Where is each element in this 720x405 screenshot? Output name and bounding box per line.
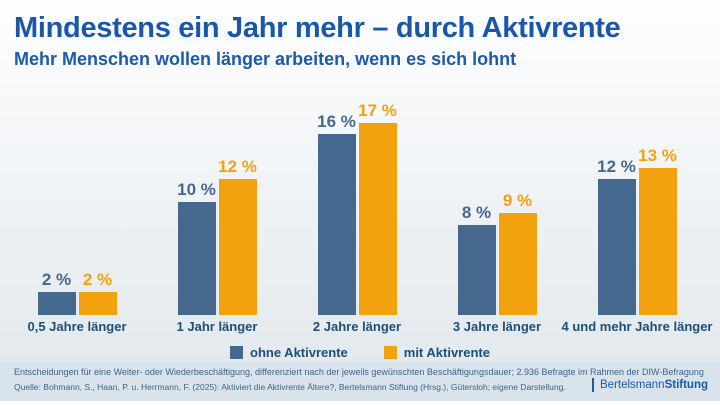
category-label: 4 und mehr Jahre länger (561, 319, 713, 334)
footnote-description: Entscheidungen für eine Weiter- oder Wie… (14, 367, 704, 377)
footer-band: Entscheidungen für eine Weiter- oder Wie… (0, 362, 720, 401)
bar-mit-aktivrente (218, 179, 257, 315)
bar-value-label: 12 % (597, 157, 636, 176)
chart-group: 10 % 12 % 1 Jahr länger (147, 95, 287, 335)
bar-value-label: 9 % (502, 191, 533, 210)
legend-label: mit Aktivrente (403, 345, 490, 360)
bar-ohne-aktivrente (317, 134, 356, 315)
legend-swatch-icon (383, 346, 397, 359)
chart-legend: ohne Aktivrente mit Aktivrente (0, 345, 720, 360)
footnote-source: Quelle: Bohmann, S., Haan, P. u. Herrman… (14, 382, 566, 392)
category-label: 3 Jahre länger (452, 319, 542, 334)
bar-ohne-aktivrente (597, 179, 636, 315)
logo-bar-icon (592, 378, 594, 392)
bar-column-mit-aktivrente: 9 % (498, 191, 537, 315)
legend-label: ohne Aktivrente (250, 345, 348, 360)
legend-swatch-icon (230, 346, 243, 359)
bar-value-label: 2 % (82, 270, 113, 289)
bar-ohne-aktivrente (37, 292, 76, 315)
category-label: 1 Jahr länger (176, 319, 258, 334)
page-subtitle: Mehr Menschen wollen länger arbeiten, we… (14, 48, 517, 69)
bar-column-mit-aktivrente: 12 % (218, 157, 257, 315)
chart-group: 16 % 17 % 2 Jahre länger (287, 95, 427, 335)
legend-item-ohne-aktivrente: ohne Aktivrente (230, 345, 348, 360)
bars-row: 8 % 9 % (427, 95, 567, 315)
bars-row: 10 % 12 % (147, 95, 287, 315)
chart-group: 12 % 13 % 4 und mehr Jahre länger (562, 95, 713, 335)
logo-text: BertelsmannStiftung (600, 379, 708, 391)
bar-mit-aktivrente (358, 123, 397, 315)
bars-row: 12 % 13 % (567, 95, 707, 315)
bar-column-mit-aktivrente: 13 % (638, 146, 677, 315)
bar-mit-aktivrente (498, 213, 537, 315)
bar-value-label: 17 % (358, 101, 397, 120)
bar-ohne-aktivrente (457, 225, 496, 315)
bar-column-ohne-aktivrente: 10 % (177, 180, 216, 315)
bar-column-mit-aktivrente: 17 % (358, 101, 397, 315)
legend-item-mit-aktivrente: mit Aktivrente (383, 345, 490, 360)
category-label: 0,5 Jahre länger (27, 319, 127, 334)
chart-group: 2 % 2 % 0,5 Jahre länger (7, 95, 147, 335)
bar-value-label: 13 % (638, 146, 677, 165)
bar-value-label: 2 % (41, 270, 72, 289)
bar-column-ohne-aktivrente: 12 % (597, 157, 636, 315)
bar-ohne-aktivrente (177, 202, 216, 315)
category-label: 2 Jahre länger (312, 319, 402, 334)
logo-text-regular: Bertelsmann (600, 379, 665, 391)
page-title: Mindestens ein Jahr mehr – durch Aktivre… (14, 12, 621, 44)
bar-mit-aktivrente (638, 168, 677, 315)
bars-row: 2 % 2 % (7, 95, 147, 315)
bar-value-label: 8 % (461, 203, 492, 222)
bertelsmann-stiftung-logo: BertelsmannStiftung (592, 378, 708, 392)
bar-value-label: 16 % (317, 112, 356, 131)
bar-column-mit-aktivrente: 2 % (78, 270, 117, 315)
bar-column-ohne-aktivrente: 8 % (457, 203, 496, 315)
chart-group: 8 % 9 % 3 Jahre länger (427, 95, 567, 335)
bar-mit-aktivrente (78, 292, 117, 315)
header: Mindestens ein Jahr mehr – durch Aktivre… (14, 11, 712, 70)
bar-column-ohne-aktivrente: 2 % (37, 270, 76, 315)
bar-chart: 2 % 2 % 0,5 Jahre länger 10 % 12 % 1 Jahr län… (0, 95, 720, 335)
logo-text-bold: Stiftung (664, 379, 708, 391)
bar-column-ohne-aktivrente: 16 % (317, 112, 356, 315)
bar-value-label: 10 % (177, 180, 216, 199)
bar-value-label: 12 % (218, 157, 257, 176)
bars-row: 16 % 17 % (287, 95, 427, 315)
